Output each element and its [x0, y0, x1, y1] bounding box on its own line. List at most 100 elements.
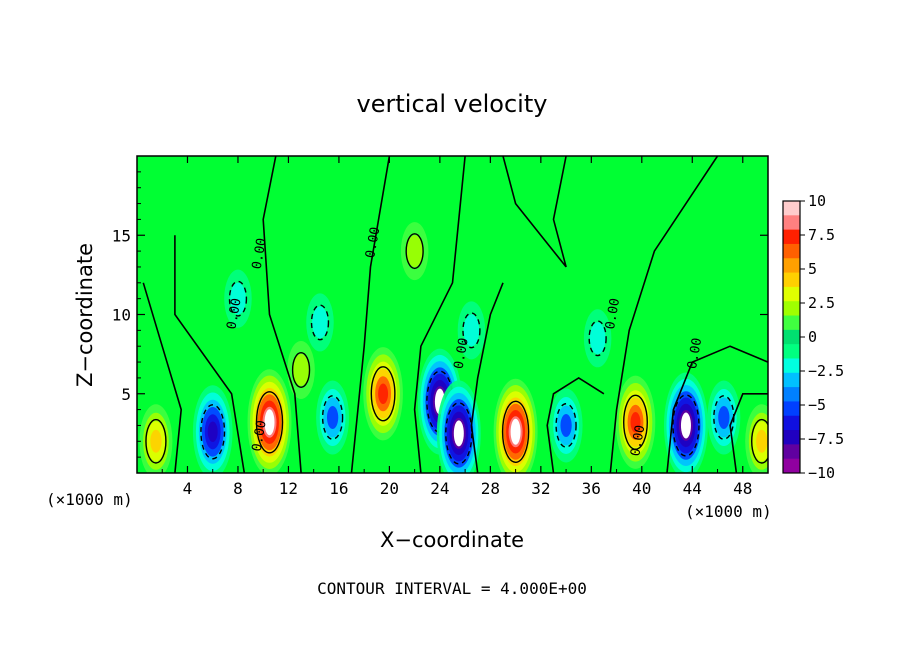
- x-tick-label: 20: [380, 479, 399, 498]
- field-level: [463, 314, 480, 347]
- x-tick-label: 44: [683, 479, 702, 498]
- colorbar-ticks: 10 7.5 5 2.5 0 −2.5 −5 −7.5 −10: [800, 192, 844, 482]
- field-feature: [436, 380, 481, 473]
- x-unit-left: (×1000 m): [46, 490, 133, 509]
- contour-interval-footer: CONTOUR INTERVAL = 4.000E+00: [317, 579, 587, 598]
- colorbar-swatch: [783, 201, 800, 216]
- colorbar-swatch: [783, 387, 800, 402]
- colorbar-swatch: [783, 358, 800, 374]
- field-feature: [400, 222, 429, 281]
- x-tick-label: 24: [430, 479, 449, 498]
- colorbar-swatch: [783, 315, 800, 331]
- feature-contour: [623, 394, 648, 450]
- y-axis: 5 10 15: [112, 171, 768, 458]
- colorbar-swatch: [783, 458, 800, 474]
- y-tick-label: 10: [112, 306, 131, 325]
- field-level: [378, 383, 389, 405]
- contour-label: 0.00: [250, 237, 270, 270]
- colorbar: 10 7.5 5 2.5 0 −2.5 −5 −7.5 −10: [782, 192, 844, 482]
- zero-contour: [502, 156, 567, 268]
- colorbar-swatch: [783, 301, 800, 317]
- field-peak: [264, 409, 275, 436]
- colorbar-tick-label: 10: [808, 192, 826, 210]
- field-peak: [453, 420, 464, 447]
- colorbar-swatch: [783, 430, 800, 445]
- field-feature: [663, 372, 708, 473]
- feature-contour: [200, 404, 226, 460]
- field-level: [312, 306, 328, 339]
- field-feature: [247, 369, 292, 473]
- x-tick-label: 16: [329, 479, 348, 498]
- colorbar-tick-label: −7.5: [808, 430, 844, 448]
- contour-lines: [142, 156, 768, 473]
- zero-contour: [609, 156, 719, 473]
- colorbar-swatch: [783, 329, 800, 345]
- colorbar-tick-label: 2.5: [808, 294, 835, 312]
- field-feature: [549, 388, 583, 463]
- field-level: [560, 413, 572, 437]
- field-feature: [287, 340, 315, 399]
- field-level: [150, 429, 162, 453]
- field-level: [589, 322, 606, 355]
- field-level: [326, 406, 339, 430]
- x-tick-label: 36: [582, 479, 601, 498]
- feature-contour: [310, 304, 330, 341]
- contour-label: 0.00: [224, 297, 244, 330]
- colorbar-swatch: [783, 258, 800, 274]
- x-tick-label: 32: [531, 479, 550, 498]
- field-feature: [583, 309, 612, 368]
- field-level: [230, 282, 246, 315]
- x-axis-label: X−coordinate: [380, 528, 524, 552]
- field-feature: [745, 404, 768, 473]
- colorbar-swatch: [783, 372, 800, 388]
- plot-area: [137, 156, 768, 473]
- feature-contour: [370, 366, 396, 422]
- feature-contour: [672, 394, 700, 457]
- zero-contour: [729, 393, 768, 473]
- field-level: [718, 406, 730, 430]
- zero-contour: [142, 282, 183, 473]
- contour-label: 0.00: [363, 226, 383, 259]
- y-tick-label: 5: [121, 385, 131, 404]
- x-unit-right: (×1000 m): [685, 502, 772, 521]
- zero-contour: [350, 156, 391, 473]
- colorbar-tick-label: 5: [808, 260, 817, 278]
- field-feature: [224, 269, 252, 328]
- field-feature: [139, 404, 173, 473]
- y-axis-label: Z−coordinate: [73, 243, 97, 387]
- colorbar-swatch: [783, 229, 800, 245]
- field-feature: [457, 301, 486, 360]
- feature-contour: [228, 280, 248, 317]
- field-feature: [707, 380, 741, 455]
- x-tick-label: 40: [632, 479, 651, 498]
- colorbar-swatch: [783, 444, 800, 460]
- colorbar-swatch: [783, 272, 800, 288]
- colorbar-swatch: [783, 344, 800, 359]
- y-tick-label: 15: [112, 226, 131, 245]
- field-feature: [363, 347, 403, 441]
- contour-labels: 0.00 0.00 0.00 0.00 0.00 0.00 0.00 0.00: [224, 226, 705, 458]
- field-feature: [306, 293, 334, 352]
- colorbar-tick-label: −10: [808, 464, 835, 482]
- x-axis: 4 8 12 16 20 24 28 32 36 40 44 48: [161, 156, 752, 498]
- field-feature: [316, 380, 350, 455]
- field-level: [293, 353, 309, 386]
- chart-title: vertical velocity: [357, 90, 548, 118]
- field-level: [207, 421, 218, 443]
- zero-contour: [666, 345, 768, 473]
- zero-contour: [262, 156, 302, 473]
- velocity-field: [139, 222, 768, 473]
- contour-label: 0.00: [452, 337, 472, 370]
- feature-contour: [501, 400, 530, 463]
- x-tick-label: 48: [733, 479, 752, 498]
- colorbar-tick-label: −2.5: [808, 362, 844, 380]
- feature-contour: [145, 418, 167, 464]
- feature-contour: [255, 391, 284, 454]
- x-tick-label: 28: [481, 479, 500, 498]
- field-feature: [493, 378, 538, 473]
- colorbar-swatch: [783, 401, 800, 417]
- colorbar-swatch: [783, 215, 800, 231]
- colorbar-tick-label: 0: [808, 328, 817, 346]
- zero-contour: [174, 235, 246, 473]
